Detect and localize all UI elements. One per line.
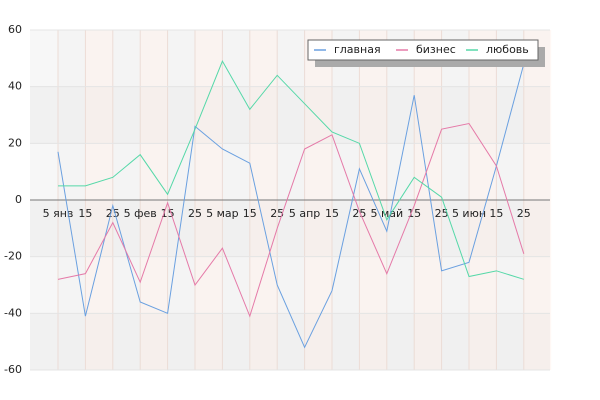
x-tick-label: 15 — [325, 207, 339, 220]
legend-label: бизнес — [416, 43, 456, 56]
x-tick-label: 15 — [489, 207, 503, 220]
series-line — [57, 122, 525, 318]
series-line — [58, 60, 524, 280]
x-tick-label: 15 — [78, 207, 92, 220]
y-tick-label: -60 — [4, 363, 22, 376]
x-tick-label: 25 — [352, 207, 366, 220]
x-tick-label: 25 — [188, 207, 202, 220]
y-tick-label: -40 — [4, 306, 22, 319]
x-tick-label: 5 янв — [43, 207, 74, 220]
legend-label: главная — [334, 43, 381, 56]
x-tick-label: 5 мар — [206, 207, 239, 220]
series-line — [57, 63, 525, 349]
y-tick-label: 60 — [8, 23, 22, 36]
y-tick-label: 20 — [8, 136, 22, 149]
h-band — [30, 86, 550, 144]
x-tick-label: 15 — [243, 207, 257, 220]
h-band — [30, 200, 550, 257]
legend-label: любовь — [486, 43, 529, 56]
y-tick-label: -20 — [4, 250, 22, 263]
x-tick-label: 15 — [407, 207, 421, 220]
x-tick-label: 5 июн — [452, 207, 486, 220]
x-tick-label: 5 фев — [124, 207, 157, 220]
h-band — [30, 313, 550, 370]
x-tick-label: 15 — [161, 207, 175, 220]
x-tick-label: 25 — [517, 207, 531, 220]
x-tick-label: 25 — [106, 207, 120, 220]
y-tick-label: 0 — [15, 193, 22, 206]
y-tick-label: 40 — [8, 80, 22, 93]
x-tick-label: 5 апр — [289, 207, 320, 220]
legend — [307, 39, 539, 61]
x-tick-label: 5 май — [370, 207, 403, 220]
x-tick-label: 25 — [435, 207, 449, 220]
